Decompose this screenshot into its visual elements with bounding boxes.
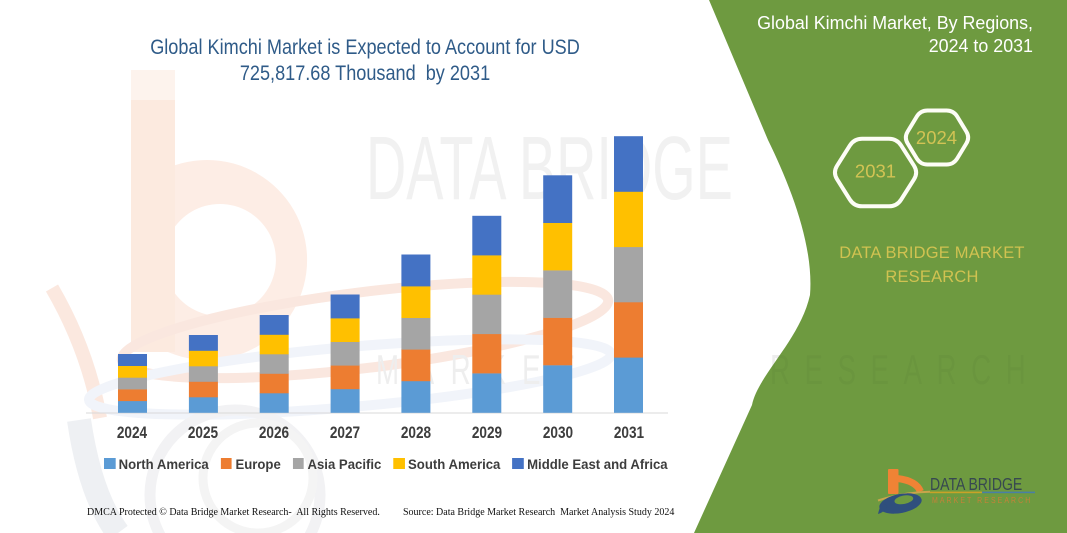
svg-text:2031: 2031 (855, 161, 896, 182)
svg-text:DATA BRIDGE: DATA BRIDGE (930, 474, 1022, 494)
svg-text:2024: 2024 (916, 127, 957, 148)
svg-text:DATA BRIDGE: DATA BRIDGE (366, 117, 733, 218)
svg-text:RESEARCH: RESEARCH (770, 346, 1040, 393)
svg-text:MARKET RESEARCH: MARKET RESEARCH (932, 495, 1032, 505)
